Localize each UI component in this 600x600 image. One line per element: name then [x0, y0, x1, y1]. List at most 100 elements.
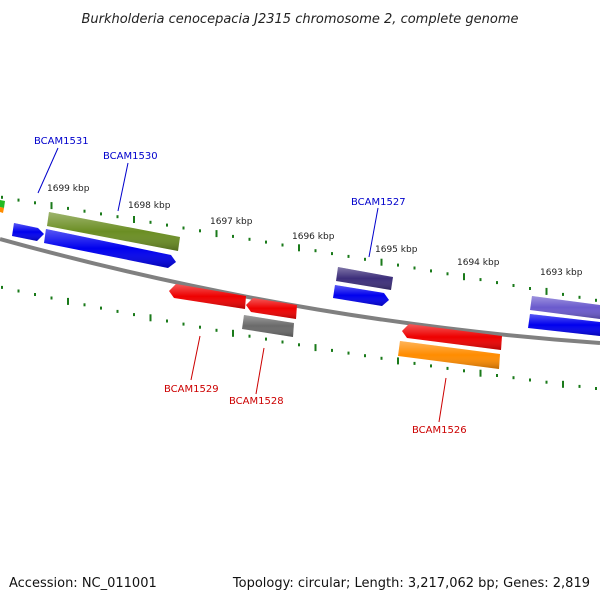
outer-scale-minor-tick	[595, 298, 597, 302]
inner-scale-minor-tick	[512, 376, 515, 380]
gene-bcam1530-block[interactable]	[47, 212, 180, 251]
inner-scale-major-tick	[314, 344, 317, 352]
outer-scale-minor-tick	[17, 198, 20, 202]
inner-scale-major-tick	[562, 380, 564, 388]
inner-scale-minor-tick	[199, 325, 201, 329]
outer-scale-minor-tick	[182, 226, 185, 230]
leader-bcam1526	[438, 377, 447, 423]
gene-label-bcam1528[interactable]: BCAM1528	[229, 396, 284, 407]
outer-scale-major-tick	[545, 287, 548, 295]
gene-bcam1529-arrow[interactable]	[169, 284, 246, 309]
inner-scale-minor-tick	[133, 313, 135, 317]
inner-scale-minor-tick	[100, 306, 102, 310]
leader-bcam1530	[117, 162, 129, 212]
outer-scale-minor-tick	[34, 201, 36, 205]
inner-scale-minor-tick	[496, 374, 498, 377]
inner-scale-minor-tick	[116, 309, 119, 313]
outer-scale-major-tick	[463, 273, 465, 281]
outer-scale-minor-tick	[364, 257, 366, 261]
outer-scale-minor-tick	[496, 281, 498, 285]
violet-feature-block[interactable]	[530, 296, 600, 319]
outer-scale-minor-tick	[578, 295, 581, 299]
outer-scale-major-tick	[215, 230, 218, 238]
inner-scale-minor-tick	[281, 340, 284, 344]
scale-label-1698: 1698 kbp	[128, 201, 171, 211]
outer-scale-minor-tick	[265, 240, 267, 244]
outer-scale-minor-tick	[232, 234, 234, 238]
scale-label-1697: 1697 kbp	[210, 217, 253, 227]
outer-scale-minor-tick	[100, 212, 102, 216]
gene-label-bcam1531[interactable]: BCAM1531	[34, 136, 89, 147]
inner-scale-minor-tick	[1, 285, 3, 289]
gene-label-bcam1527[interactable]: BCAM1527	[351, 197, 406, 208]
leader-bcam1531	[37, 147, 59, 194]
leader-bcam1529	[190, 335, 201, 381]
inner-scale-minor-tick	[364, 354, 366, 358]
outer-scale-major-tick	[50, 202, 53, 210]
outer-scale-major-tick	[298, 244, 300, 252]
inner-scale-minor-tick	[463, 369, 465, 373]
inner-scale-minor-tick	[347, 351, 350, 355]
outer-scale-major-tick	[133, 216, 135, 223]
inner-scale-major-tick	[149, 314, 152, 322]
scale-label-1699: 1699 kbp	[47, 184, 90, 194]
scale-label-1693: 1693 kbp	[540, 268, 583, 278]
outer-scale-minor-tick	[166, 223, 168, 227]
blue-feature-right-arrow[interactable]	[528, 314, 600, 336]
gene-bcam1530-arrow[interactable]	[44, 229, 176, 268]
outer-scale-minor-tick	[83, 209, 86, 213]
inner-scale-major-tick	[397, 357, 399, 365]
outer-scale-minor-tick	[314, 249, 317, 253]
outer-scale-minor-tick	[430, 269, 432, 273]
gene-label-bcam1529[interactable]: BCAM1529	[164, 384, 219, 395]
inner-scale-minor-tick	[446, 366, 449, 370]
outer-scale-minor-tick	[397, 263, 399, 267]
inner-scale-minor-tick	[430, 364, 432, 368]
inner-scale-minor-tick	[34, 293, 36, 296]
inner-scale-minor-tick	[166, 319, 168, 323]
gene-label-bcam1530[interactable]: BCAM1530	[103, 151, 158, 162]
inner-scale-minor-tick	[331, 348, 333, 352]
outer-scale-minor-tick	[529, 287, 531, 290]
gene-bcam1528-block[interactable]	[242, 315, 294, 337]
outer-scale-minor-tick	[149, 220, 152, 224]
leader-lines	[37, 147, 447, 423]
gene-bcam1526-block[interactable]	[398, 341, 500, 369]
outer-scale-minor-tick	[347, 254, 350, 258]
outer-scale-minor-tick	[413, 266, 416, 270]
inner-scale-major-tick	[232, 329, 234, 337]
gene-bcam1526-arrow[interactable]	[402, 324, 502, 350]
inner-scale-minor-tick	[595, 387, 597, 390]
inner-scale-minor-tick	[50, 296, 53, 300]
outer-scale-minor-tick	[562, 292, 564, 296]
gene-bcam1528-arrow[interactable]	[246, 298, 297, 319]
inner-scale-ring	[1, 285, 597, 390]
outer-scale-minor-tick	[331, 252, 333, 256]
gene-bcam1527-block[interactable]	[336, 267, 393, 290]
gene-label-bcam1526[interactable]: BCAM1526	[412, 425, 467, 436]
inner-scale-minor-tick	[380, 356, 383, 360]
map-title: Burkholderia cenocepacia J2315 chromosom…	[81, 12, 518, 27]
inner-scale-major-tick	[479, 369, 482, 377]
outer-scale-minor-tick	[479, 278, 482, 282]
outer-scale-minor-tick	[199, 229, 201, 233]
outer-scale-minor-tick	[248, 237, 251, 241]
leader-bcam1527	[368, 207, 379, 258]
inner-scale-minor-tick	[529, 378, 531, 382]
gene-bcam1527-arrow[interactable]	[333, 285, 389, 306]
inner-scale-minor-tick	[215, 328, 218, 332]
scale-label-1694: 1694 kbp	[457, 258, 500, 268]
gene-bcam1531-arrow[interactable]	[12, 223, 44, 241]
summary-text: Topology: circular; Length: 3,217,062 bp…	[232, 576, 590, 591]
inner-scale-minor-tick	[17, 289, 20, 293]
outer-scale-minor-tick	[1, 195, 3, 199]
green-feature-edge	[0, 200, 5, 213]
inner-scale-minor-tick	[182, 322, 185, 326]
leader-bcam1528	[255, 347, 265, 395]
inner-scale-minor-tick	[545, 380, 548, 384]
scale-labels: 1699 kbp 1698 kbp 1697 kbp 1696 kbp 1695…	[47, 184, 583, 278]
inner-scale-minor-tick	[578, 384, 581, 388]
scale-label-1696: 1696 kbp	[292, 232, 335, 242]
inner-scale-minor-tick	[298, 343, 300, 347]
